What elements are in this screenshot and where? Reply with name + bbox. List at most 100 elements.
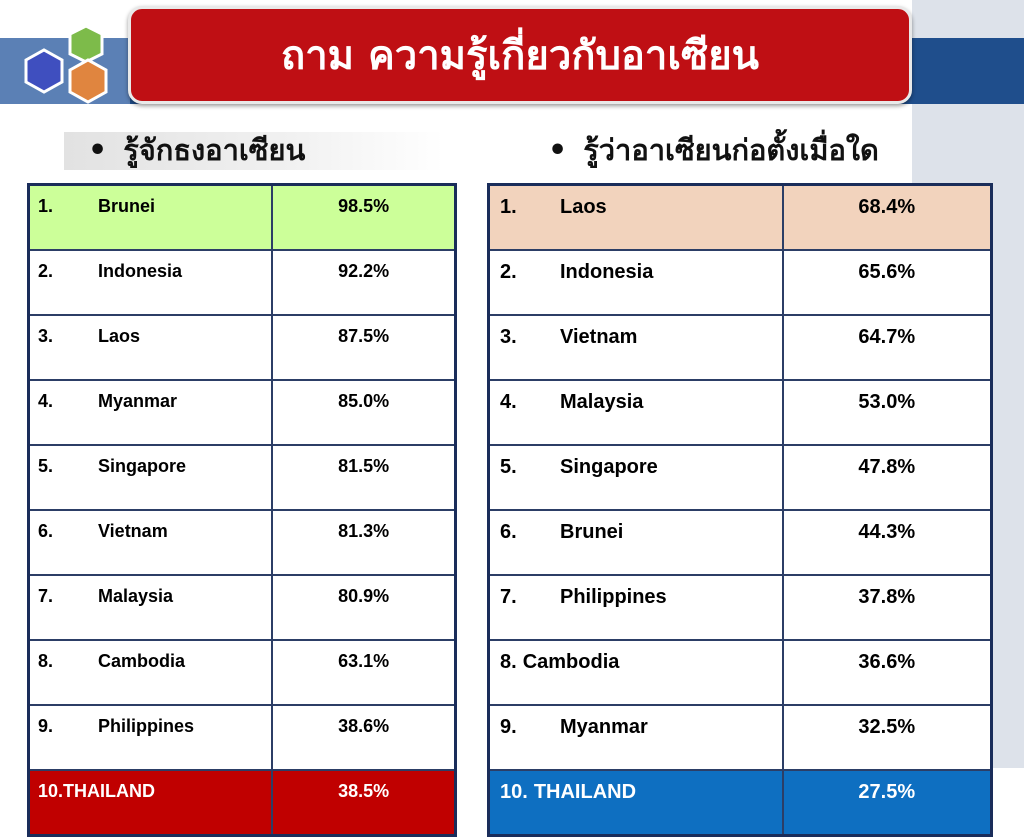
- table-row: 8. Cambodia 63.1%: [27, 639, 457, 706]
- country-cell: 10.THAILAND: [27, 769, 274, 837]
- percent-cell: 80.9%: [271, 574, 457, 641]
- percent-cell: 81.3%: [271, 509, 457, 576]
- country-name: Philippines: [560, 586, 667, 608]
- country-name: Malaysia: [560, 391, 644, 413]
- country-name: Vietnam: [560, 326, 638, 348]
- rank-label: 1.: [38, 196, 54, 216]
- country-name: Cambodia: [522, 651, 620, 673]
- table-row: 2. Indonesia 92.2%: [27, 249, 457, 316]
- rank-label: 10.: [38, 781, 64, 801]
- country-cell: 6. Vietnam: [27, 509, 274, 576]
- table-row: 7. Malaysia 80.9%: [27, 574, 457, 641]
- percent-cell: 92.2%: [271, 249, 457, 316]
- table-row: 5. Singapore 81.5%: [27, 444, 457, 511]
- header-bar-left-accent: [0, 38, 130, 104]
- country-cell: 10.THAILAND: [487, 769, 784, 837]
- percent-cell: 44.3%: [781, 509, 993, 576]
- country-cell: 1. Brunei: [27, 183, 274, 251]
- country-name: THAILAND: [63, 781, 156, 801]
- rank-label: 2.: [500, 261, 517, 283]
- rank-label: 4.: [38, 391, 54, 411]
- rank-label: 10.: [500, 781, 528, 803]
- rank-label: 2.: [38, 261, 54, 281]
- country-cell: 4. Malaysia: [487, 379, 784, 446]
- right-heading-text: รู้ว่าอาเซียนก่อตั้งเมื่อใด: [583, 133, 879, 167]
- table-row: 6. Vietnam 81.3%: [27, 509, 457, 576]
- country-name: Singapore: [98, 456, 187, 476]
- table-row: 2. Indonesia 65.6%: [487, 249, 993, 316]
- country-cell: 8. Cambodia: [27, 639, 274, 706]
- country-name: Philippines: [98, 716, 195, 736]
- left-section-heading: • รู้จักธงอาเซียน: [88, 128, 305, 172]
- country-cell: 5. Singapore: [27, 444, 274, 511]
- rank-label: 7.: [500, 586, 517, 608]
- table-row: 4. Malaysia 53.0%: [487, 379, 993, 446]
- country-name: THAILAND: [533, 781, 637, 803]
- percent-cell: 38.5%: [271, 769, 457, 837]
- table-row: 1. Brunei 98.5%: [27, 183, 457, 251]
- country-cell: 7. Malaysia: [27, 574, 274, 641]
- country-name: Singapore: [560, 456, 658, 478]
- country-cell: 4. Myanmar: [27, 379, 274, 446]
- right-table: 1. Laos 68.4% 2. Indonesia 65.6% 3. Vietnam…: [487, 183, 993, 837]
- percent-cell: 85.0%: [271, 379, 457, 446]
- rank-label: 9.: [500, 716, 517, 738]
- country-name: Vietnam: [98, 521, 168, 541]
- bullet-icon: •: [88, 132, 108, 168]
- country-cell: 9. Myanmar: [487, 704, 784, 771]
- table-row: 9. Philippines 38.6%: [27, 704, 457, 771]
- percent-cell: 47.8%: [781, 444, 993, 511]
- rank-label: 6.: [38, 521, 54, 541]
- country-name: Brunei: [98, 196, 156, 216]
- rank-label: 1.: [500, 196, 517, 218]
- country-cell: 5. Singapore: [487, 444, 784, 511]
- table-row: 7. Philippines 37.8%: [487, 574, 993, 641]
- table-row: 4. Myanmar 85.0%: [27, 379, 457, 446]
- country-name: Indonesia: [560, 261, 654, 283]
- left-heading-background: [64, 132, 444, 170]
- country-name: Laos: [560, 196, 607, 218]
- rank-label: 5.: [500, 456, 517, 478]
- percent-cell: 98.5%: [271, 183, 457, 251]
- country-cell: 3. Laos: [27, 314, 274, 381]
- rank-label: 7.: [38, 586, 54, 606]
- table-row: 8. Cambodia 36.6%: [487, 639, 993, 706]
- percent-cell: 27.5%: [781, 769, 993, 837]
- country-cell: 9. Philippines: [27, 704, 274, 771]
- percent-cell: 87.5%: [271, 314, 457, 381]
- rank-label: 8.: [500, 651, 517, 673]
- table-row: 3. Vietnam 64.7%: [487, 314, 993, 381]
- table-row: 6. Brunei 44.3%: [487, 509, 993, 576]
- rank-label: 8.: [38, 651, 54, 671]
- percent-cell: 81.5%: [271, 444, 457, 511]
- country-cell: 6. Brunei: [487, 509, 784, 576]
- country-cell: 8. Cambodia: [487, 639, 784, 706]
- table-row: 10.THAILAND 38.5%: [27, 769, 457, 837]
- rank-label: 3.: [500, 326, 517, 348]
- rank-label: 9.: [38, 716, 54, 736]
- title-banner: ถาม ความรู้เกี่ยวกับอาเซียน: [128, 6, 912, 104]
- percent-cell: 64.7%: [781, 314, 993, 381]
- percent-cell: 32.5%: [781, 704, 993, 771]
- rank-label: 4.: [500, 391, 517, 413]
- hexagon-cluster-icon: [24, 24, 108, 104]
- rank-label: 5.: [38, 456, 54, 476]
- table-row: 5. Singapore 47.8%: [487, 444, 993, 511]
- country-name: Laos: [98, 326, 141, 346]
- country-name: Myanmar: [560, 716, 648, 738]
- country-name: Brunei: [560, 521, 624, 543]
- percent-cell: 63.1%: [271, 639, 457, 706]
- percent-cell: 36.6%: [781, 639, 993, 706]
- country-name: Cambodia: [98, 651, 186, 671]
- percent-cell: 65.6%: [781, 249, 993, 316]
- country-name: Myanmar: [98, 391, 178, 411]
- bullet-icon: •: [548, 132, 568, 168]
- table-row: 10. THAILAND 27.5%: [487, 769, 993, 837]
- left-heading-text: รู้จักธงอาเซียน: [123, 133, 306, 167]
- page-title: ถาม ความรู้เกี่ยวกับอาเซียน: [281, 32, 759, 79]
- country-name: Malaysia: [98, 586, 174, 606]
- percent-cell: 53.0%: [781, 379, 993, 446]
- percent-cell: 68.4%: [781, 183, 993, 251]
- percent-cell: 37.8%: [781, 574, 993, 641]
- rank-label: 3.: [38, 326, 54, 346]
